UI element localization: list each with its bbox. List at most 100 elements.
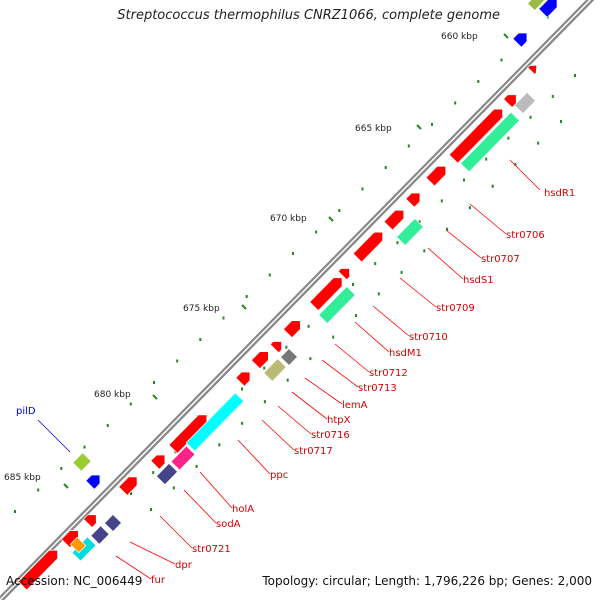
tick-dot — [199, 338, 202, 341]
topology-label: Topology: circular; Length: 1,796,226 bp… — [262, 574, 592, 588]
forward-cds — [337, 268, 350, 281]
gene-label: str0713 — [358, 383, 397, 394]
tick-dot — [37, 488, 40, 492]
major-ticks — [63, 33, 509, 489]
tick-dot — [400, 270, 403, 274]
tick-dot — [551, 94, 554, 98]
tick-dot — [263, 400, 266, 404]
tick-label: 680 kbp — [94, 390, 131, 400]
gene-label: hsdS1 — [463, 275, 494, 286]
tick-dot — [176, 359, 179, 363]
forward-cds — [118, 476, 138, 496]
gene-label: pilD — [16, 406, 36, 417]
gene-label: str0707 — [481, 254, 520, 265]
forward-cds — [448, 108, 503, 164]
tick-dot — [529, 115, 532, 119]
tick-dot — [468, 206, 471, 210]
tick-dot — [574, 74, 576, 77]
gene-label: dpr — [175, 560, 193, 571]
reverse-cds — [90, 525, 110, 545]
forward-cds — [150, 454, 166, 470]
reverse-cds — [72, 452, 92, 472]
label-leader-line — [372, 305, 410, 337]
tick-dot — [477, 80, 480, 83]
tick-dot — [384, 166, 387, 169]
forward-cds — [309, 277, 343, 311]
tick-dot — [431, 123, 433, 126]
reverse-cds — [185, 392, 245, 452]
label-leader-line — [261, 419, 295, 451]
label-leader-line — [159, 515, 193, 549]
tick-dot — [514, 163, 517, 167]
forward-cds — [17, 549, 58, 591]
reverse-cds — [69, 536, 87, 554]
forward-cds — [282, 320, 301, 339]
label-leader-line — [334, 343, 370, 373]
tick-labels: 660 kbp 665 kbp 670 kbp 675 kbp 680 kbp … — [4, 32, 478, 483]
tick-dot — [129, 402, 132, 406]
label-leader-line — [129, 541, 176, 565]
tick-dot — [83, 445, 86, 449]
tick-dot — [396, 241, 399, 245]
tick-label: 685 kbp — [4, 473, 41, 483]
tick-dot — [130, 492, 132, 495]
reverse-cds — [85, 474, 101, 490]
gene-label: str0712 — [369, 368, 408, 379]
forward-cds — [235, 371, 251, 387]
tick-dot — [106, 424, 109, 427]
tick-dot — [446, 227, 449, 231]
tick-dot — [418, 220, 421, 224]
reverse-cds — [170, 445, 196, 471]
gene-label: ppc — [270, 470, 288, 481]
genome-title: Streptococcus thermophilus CNRZ1066, com… — [117, 8, 500, 23]
reverse-cds — [396, 218, 424, 246]
gene-label: str0717 — [294, 446, 333, 457]
forward-cds — [383, 209, 405, 231]
tick-dot — [309, 357, 312, 361]
forward-cds — [269, 341, 282, 354]
gene-label: hsdR1 — [544, 188, 575, 199]
label-leader-line — [354, 321, 390, 353]
tick-dot — [172, 486, 175, 490]
forward-cds — [503, 94, 517, 108]
tick-dot — [241, 387, 243, 391]
tick-dot — [222, 316, 225, 320]
forward-cds — [168, 414, 208, 454]
tick-dot — [195, 464, 198, 468]
gene-labels: hsdR1 str0706 str0707 hsdS1 str0709 str0710 hs… — [16, 159, 575, 586]
tick-dot — [153, 381, 155, 384]
forward-cds — [425, 165, 447, 187]
gene-label: str0721 — [192, 544, 231, 555]
tick-dot — [292, 252, 294, 255]
label-leader-line — [399, 277, 437, 308]
tick-dot — [245, 295, 248, 298]
tick-dot — [152, 471, 155, 475]
gene-label: str0709 — [436, 303, 475, 314]
tick-dot — [463, 178, 465, 182]
forward-cds — [527, 64, 538, 75]
tick-dot — [14, 510, 16, 513]
gene-label: str0710 — [409, 332, 448, 343]
reverse-cds — [527, 0, 545, 11]
tick-label: 665 kbp — [355, 124, 392, 134]
label-leader-line — [37, 419, 71, 453]
reverse-cds — [263, 358, 287, 382]
reverse-cds — [538, 0, 558, 18]
tick-dot — [286, 378, 289, 382]
label-leader-line — [277, 405, 312, 435]
forward-cds — [250, 351, 269, 370]
tick-dot — [500, 58, 503, 62]
label-leader-line — [321, 359, 359, 388]
tick-dot — [332, 335, 335, 339]
tick-dot — [374, 262, 377, 266]
tick-dot — [241, 421, 244, 425]
tick-dot — [355, 314, 357, 317]
reverse-cds — [512, 32, 528, 48]
gene-label: sodA — [216, 519, 241, 530]
tick-label: 670 kbp — [270, 214, 307, 224]
label-leader-line — [304, 377, 343, 405]
tick-dot — [218, 443, 221, 447]
label-leader-line — [115, 555, 152, 580]
